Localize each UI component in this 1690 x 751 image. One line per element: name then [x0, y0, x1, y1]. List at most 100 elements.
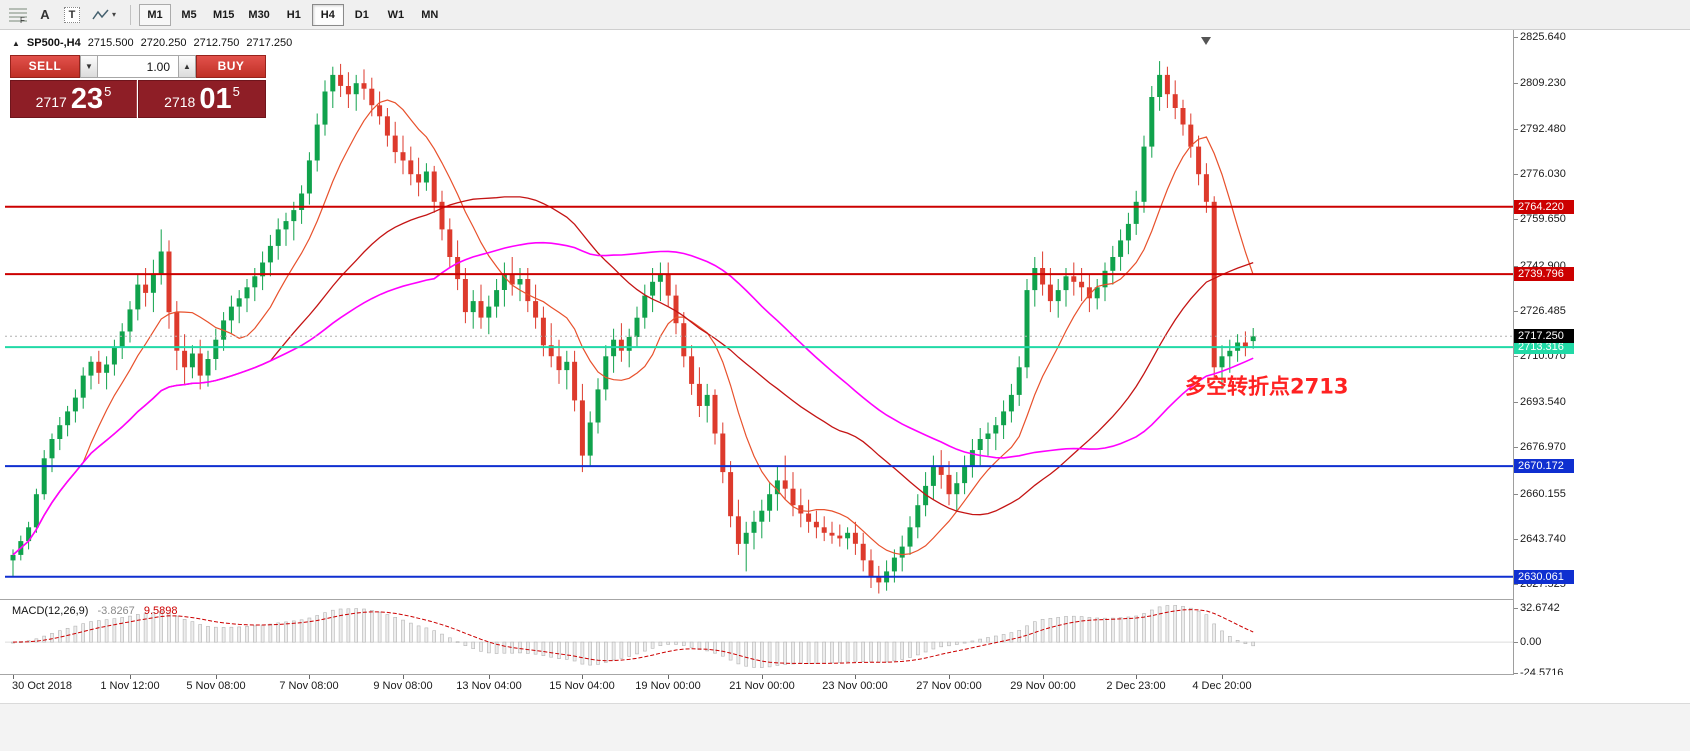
chart-ohlc-header: ▲ SP500-,H4 2715.500 2720.250 2712.750 2…: [12, 37, 292, 49]
low-value: 2712.750: [193, 37, 240, 49]
shapes-icon-glyph: [92, 9, 109, 19]
macd-signal-value: 9.5898: [143, 605, 178, 617]
lot-decrement-button[interactable]: ▼: [80, 55, 98, 78]
time-axis[interactable]: 30 Oct 2018 1 Nov 12:00 5 Nov 08:00 7 Nov 0…: [0, 675, 1690, 703]
sell-price-pips: 23: [70, 83, 104, 115]
fibonacci-icon[interactable]: F: [5, 3, 31, 27]
macd-scale-tick: 0.00: [1513, 636, 1542, 648]
time-tick-label: 13 Nov 04:00: [456, 680, 522, 692]
fibonacci-icon-glyph: F: [9, 8, 27, 24]
time-tick-label: 9 Nov 08:00: [373, 680, 433, 692]
lot-increment-button[interactable]: ▲: [178, 55, 196, 78]
text-icon-glyph: A: [40, 7, 50, 22]
lot-size-input[interactable]: [98, 55, 178, 78]
current-price-badge: 2717.250: [1514, 329, 1574, 343]
high-value: 2720.250: [140, 37, 187, 49]
macd-signal-line: [12, 609, 1254, 665]
time-tick-label: 19 Nov 00:00: [635, 680, 701, 692]
time-tick-label: 15 Nov 04:00: [549, 680, 615, 692]
time-tick-mark: [130, 675, 131, 679]
buy-price-main: 2718: [164, 94, 196, 110]
price-chart-canvas[interactable]: 多空转折点2713: [5, 33, 1513, 599]
time-tick-mark: [1136, 675, 1137, 679]
hline-price-badge: 2764.220: [1514, 200, 1574, 214]
sell-quote-display[interactable]: 2717 23 5: [10, 80, 137, 118]
time-tick-label: 1 Nov 12:00: [100, 680, 160, 692]
macd-main-value: -3.8267: [97, 605, 135, 617]
symbol-period-label: SP500-,H4: [26, 37, 81, 49]
time-tick-label: 30 Oct 2018: [12, 680, 72, 692]
time-tick-label: 23 Nov 00:00: [822, 680, 888, 692]
sell-price-main: 2717: [35, 94, 67, 110]
price-axis[interactable]: 2825.640 2809.230 2792.480 2776.030 2759.650…: [1513, 30, 1690, 679]
chevron-down-icon: ▼: [85, 62, 93, 71]
main-chart-pane[interactable]: [0, 30, 1513, 675]
macd-canvas[interactable]: [5, 601, 1513, 673]
macd-histogram: [11, 605, 1255, 668]
time-tick-mark: [762, 675, 763, 679]
candles: [10, 61, 1256, 594]
macd-indicator-label: MACD(12,26,9) -3.8267 9.5898: [12, 605, 178, 617]
time-tick-label: 4 Dec 20:00: [1192, 680, 1252, 692]
sell-button[interactable]: SELL: [10, 55, 80, 78]
tf-button-M1[interactable]: M1: [139, 3, 171, 26]
price-tick: 2759.650: [1514, 213, 1566, 225]
price-tick: 2726.485: [1514, 305, 1566, 317]
tf-button-D1[interactable]: D1: [354, 8, 369, 21]
ma-line-55: [12, 241, 1254, 556]
time-tick-label: 21 Nov 00:00: [729, 680, 795, 692]
sell-price-fraction: 5: [104, 83, 112, 99]
tf-button-W1[interactable]: W1: [387, 8, 405, 21]
panel-separator[interactable]: [0, 599, 1690, 600]
time-tick-mark: [489, 675, 490, 679]
timeframe-button-group: M1 M5 M15 M30 H1 H4 D1 W1 MN: [138, 3, 447, 26]
time-tick-mark: [1222, 675, 1223, 679]
price-tick: 2776.030: [1514, 168, 1566, 180]
buy-button[interactable]: BUY: [196, 55, 266, 78]
time-tick-mark: [1043, 675, 1044, 679]
tf-button-M5[interactable]: M5: [181, 8, 197, 21]
window-bottom-strip: [0, 703, 1690, 751]
time-tick-mark: [403, 675, 404, 679]
time-tick-mark: [309, 675, 310, 679]
time-tick-mark: [668, 675, 669, 679]
tf-button-M15[interactable]: M15: [213, 8, 235, 21]
buy-quote-display[interactable]: 2718 01 5: [138, 80, 266, 118]
ma-line-10: [12, 99, 1254, 556]
macd-name: MACD(12,26,9): [12, 605, 89, 617]
hline-price-badge: 2739.796: [1514, 267, 1574, 281]
time-tick-mark: [855, 675, 856, 679]
buy-price-pips: 01: [199, 83, 232, 115]
text-icon[interactable]: A: [32, 3, 58, 27]
time-tick-mark: [216, 675, 217, 679]
price-tick: 2792.480: [1514, 123, 1566, 135]
time-tick-label: 7 Nov 08:00: [279, 680, 339, 692]
annotation-text[interactable]: 多空转折点2713: [1185, 375, 1348, 399]
close-value: 2717.250: [246, 37, 293, 49]
hline-price-badge: 2713.316: [1514, 340, 1574, 354]
panel-separator[interactable]: [0, 674, 1690, 675]
price-tick: 2676.970: [1514, 441, 1566, 453]
symbol-marker-icon: ▲: [12, 38, 20, 48]
tf-button-MN[interactable]: MN: [421, 8, 439, 21]
chart-shift-marker-icon: [1201, 37, 1211, 45]
tf-button-H1[interactable]: H1: [286, 8, 301, 21]
tf-button-H4[interactable]: H4: [311, 3, 344, 26]
macd-pane[interactable]: [0, 600, 1513, 674]
toolbar-separator: [130, 4, 131, 25]
chevron-up-icon: ▲: [183, 62, 191, 71]
shapes-icon[interactable]: ▾: [86, 3, 122, 27]
time-tick-mark: [949, 675, 950, 679]
tf-button-M30[interactable]: M30: [248, 8, 270, 21]
time-tick-label: 27 Nov 00:00: [916, 680, 982, 692]
time-tick-label: 5 Nov 08:00: [186, 680, 246, 692]
text-label-icon[interactable]: T: [59, 3, 85, 27]
hline-price-badge: 2670.172: [1514, 459, 1574, 473]
toolbar: F A T ▾ M1 M5 M15 M30 H1 H4 D1 W1 MN: [0, 0, 1690, 30]
time-tick-mark: [13, 675, 14, 679]
price-tick: 2660.155: [1514, 488, 1566, 500]
time-tick-label: 29 Nov 00:00: [1010, 680, 1076, 692]
svg-text:F: F: [20, 16, 25, 24]
chevron-down-icon: ▾: [111, 10, 116, 19]
